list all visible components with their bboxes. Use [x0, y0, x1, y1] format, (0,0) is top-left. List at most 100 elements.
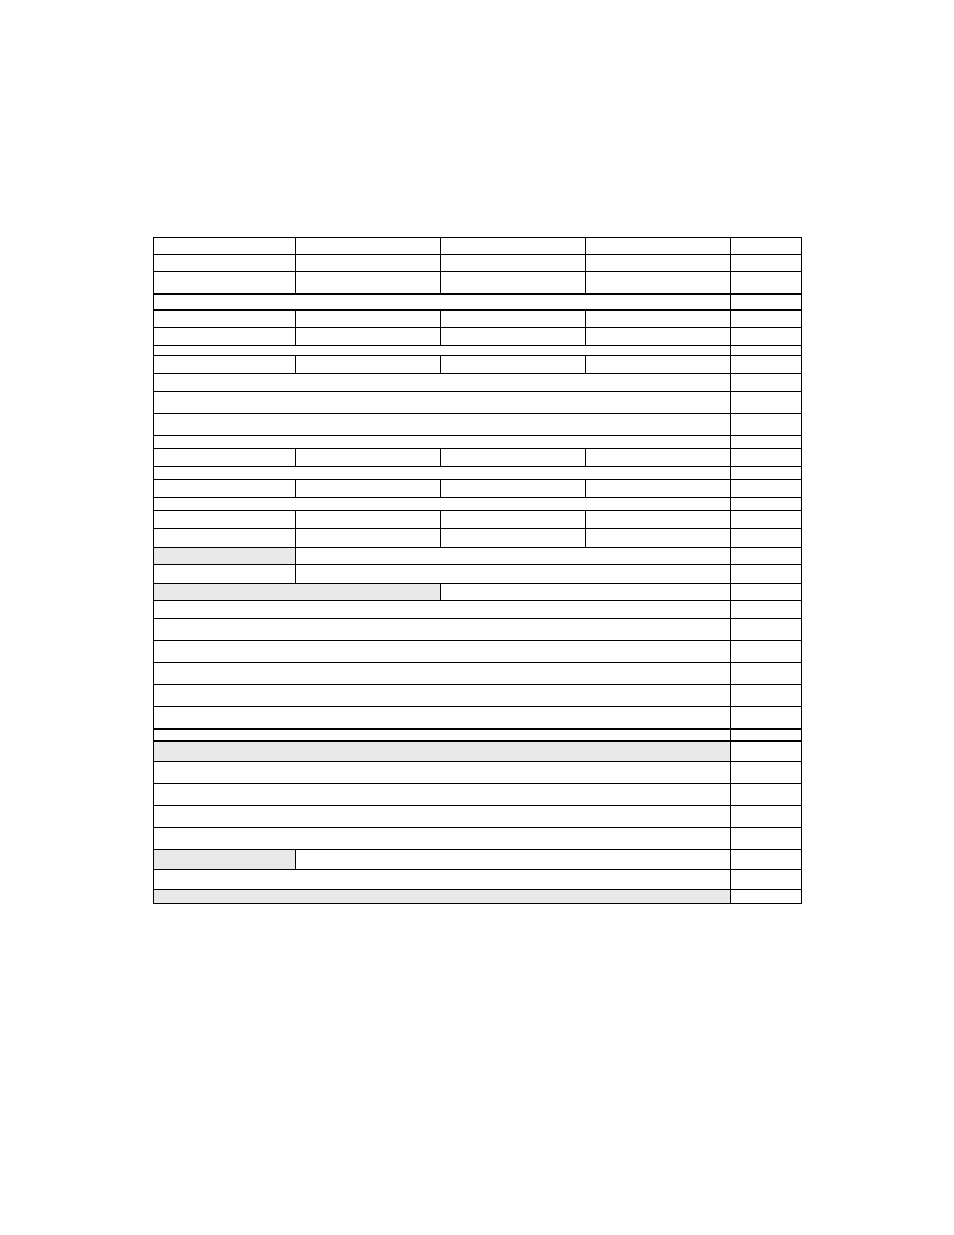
cell	[296, 255, 441, 272]
cell	[154, 601, 731, 619]
cell	[586, 449, 731, 467]
table-row	[154, 619, 802, 641]
cell	[154, 584, 441, 601]
cell	[296, 511, 441, 529]
table-row	[154, 870, 802, 890]
cell	[586, 356, 731, 374]
table-row	[154, 741, 802, 762]
cell	[296, 328, 441, 346]
form-table	[153, 237, 802, 904]
cell	[154, 685, 731, 707]
cell	[441, 480, 586, 498]
cell	[586, 238, 731, 255]
table-row	[154, 584, 802, 601]
cell	[441, 511, 586, 529]
cell	[154, 255, 296, 272]
table-row	[154, 729, 802, 741]
table-row	[154, 762, 802, 784]
table-row	[154, 663, 802, 685]
cell	[154, 356, 296, 374]
cell	[586, 255, 731, 272]
cell	[154, 498, 731, 511]
cell	[731, 374, 802, 392]
cell	[731, 601, 802, 619]
table-row	[154, 346, 802, 356]
table-row	[154, 828, 802, 850]
cell	[731, 392, 802, 414]
cell	[154, 346, 731, 356]
cell	[154, 707, 731, 729]
cell	[731, 238, 802, 255]
cell	[731, 806, 802, 828]
cell	[731, 498, 802, 511]
cell	[154, 741, 731, 762]
cell	[154, 480, 296, 498]
cell	[731, 641, 802, 663]
cell	[154, 238, 296, 255]
cell	[731, 467, 802, 480]
cell	[731, 310, 802, 328]
cell	[154, 414, 731, 436]
cell	[296, 850, 731, 870]
cell	[731, 784, 802, 806]
table-row	[154, 850, 802, 870]
cell	[296, 356, 441, 374]
table-row	[154, 601, 802, 619]
table-row	[154, 498, 802, 511]
cell	[154, 328, 296, 346]
cell	[441, 272, 586, 294]
cell	[154, 729, 731, 741]
cell	[296, 449, 441, 467]
cell	[586, 529, 731, 548]
cell	[731, 850, 802, 870]
cell	[731, 294, 802, 310]
cell	[154, 850, 296, 870]
table-row	[154, 890, 802, 904]
cell	[154, 392, 731, 414]
cell	[296, 548, 731, 565]
cell	[731, 663, 802, 685]
cell	[296, 480, 441, 498]
cell	[731, 707, 802, 729]
cell	[731, 762, 802, 784]
cell	[154, 828, 731, 850]
cell	[154, 436, 731, 449]
table-row	[154, 436, 802, 449]
cell	[154, 310, 296, 328]
cell	[586, 272, 731, 294]
table-row	[154, 356, 802, 374]
cell	[296, 310, 441, 328]
cell	[154, 272, 296, 294]
table-row	[154, 565, 802, 584]
cell	[731, 480, 802, 498]
cell	[441, 328, 586, 346]
cell	[154, 529, 296, 548]
table-row	[154, 806, 802, 828]
cell	[154, 511, 296, 529]
cell	[296, 272, 441, 294]
table-row	[154, 328, 802, 346]
cell	[731, 828, 802, 850]
table-row	[154, 374, 802, 392]
cell	[154, 449, 296, 467]
cell	[586, 328, 731, 346]
cell	[296, 238, 441, 255]
cell	[731, 255, 802, 272]
cell	[154, 784, 731, 806]
cell	[731, 346, 802, 356]
cell	[731, 511, 802, 529]
page	[0, 0, 954, 1235]
table-row	[154, 548, 802, 565]
cell	[731, 529, 802, 548]
table-row	[154, 480, 802, 498]
cell	[731, 548, 802, 565]
cell	[731, 565, 802, 584]
cell	[731, 414, 802, 436]
cell	[586, 480, 731, 498]
cell	[154, 565, 296, 584]
cell	[154, 762, 731, 784]
cell	[441, 584, 731, 601]
cell	[441, 449, 586, 467]
cell	[731, 870, 802, 890]
cell	[441, 238, 586, 255]
